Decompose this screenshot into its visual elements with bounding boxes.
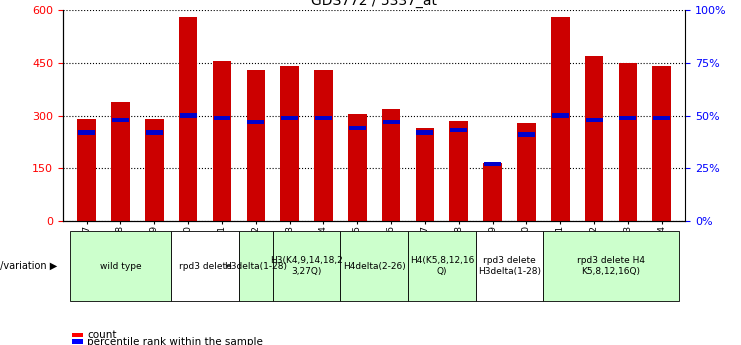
Bar xyxy=(340,231,408,301)
Bar xyxy=(72,333,83,337)
Bar xyxy=(145,119,164,221)
Bar xyxy=(79,130,95,135)
Bar xyxy=(416,128,434,221)
Bar xyxy=(77,119,96,221)
Bar xyxy=(585,118,602,122)
Bar xyxy=(619,63,637,221)
Bar xyxy=(349,126,366,130)
Bar xyxy=(382,109,400,221)
Bar xyxy=(280,67,299,221)
Bar xyxy=(484,162,501,166)
Bar xyxy=(476,231,543,301)
Bar xyxy=(72,339,83,344)
Bar xyxy=(247,120,265,124)
Bar xyxy=(112,118,129,122)
Text: rpd3 delete
H3delta(1-28): rpd3 delete H3delta(1-28) xyxy=(478,256,541,276)
Bar xyxy=(552,114,569,118)
Text: H3(K4,9,14,18,2
3,27Q): H3(K4,9,14,18,2 3,27Q) xyxy=(270,256,343,276)
Bar xyxy=(543,231,679,301)
Text: rpd3 delete H4
K5,8,12,16Q): rpd3 delete H4 K5,8,12,16Q) xyxy=(577,256,645,276)
Bar xyxy=(247,70,265,221)
Text: genotype/variation ▶: genotype/variation ▶ xyxy=(0,261,57,271)
Bar xyxy=(239,231,273,301)
Bar xyxy=(180,114,196,118)
Bar xyxy=(551,17,570,221)
Bar xyxy=(171,231,239,301)
Text: count: count xyxy=(87,330,117,340)
Bar xyxy=(517,122,536,221)
Text: H4delta(2-26): H4delta(2-26) xyxy=(343,262,405,271)
Bar xyxy=(314,70,333,221)
Text: wild type: wild type xyxy=(100,262,142,271)
Bar xyxy=(619,116,637,120)
Text: H4(K5,8,12,16
Q): H4(K5,8,12,16 Q) xyxy=(410,256,474,276)
Bar xyxy=(213,116,230,120)
Bar xyxy=(213,61,231,221)
Bar xyxy=(70,231,171,301)
Bar xyxy=(348,114,367,221)
Bar xyxy=(146,130,163,135)
Bar xyxy=(654,116,670,120)
Text: H3delta(1-28): H3delta(1-28) xyxy=(225,262,288,271)
Bar xyxy=(382,120,399,124)
Bar xyxy=(451,128,468,132)
Bar xyxy=(408,231,476,301)
Bar xyxy=(652,67,671,221)
Bar xyxy=(111,101,130,221)
Text: percentile rank within the sample: percentile rank within the sample xyxy=(87,337,263,345)
Bar xyxy=(315,116,332,120)
Bar xyxy=(281,116,298,120)
Bar xyxy=(450,121,468,221)
Bar xyxy=(483,163,502,221)
Bar xyxy=(518,132,535,137)
Title: GDS772 / 5337_at: GDS772 / 5337_at xyxy=(311,0,437,8)
Bar xyxy=(179,17,197,221)
Bar xyxy=(416,130,433,135)
Bar xyxy=(273,231,340,301)
Text: rpd3 delete: rpd3 delete xyxy=(179,262,231,271)
Bar xyxy=(585,56,603,221)
